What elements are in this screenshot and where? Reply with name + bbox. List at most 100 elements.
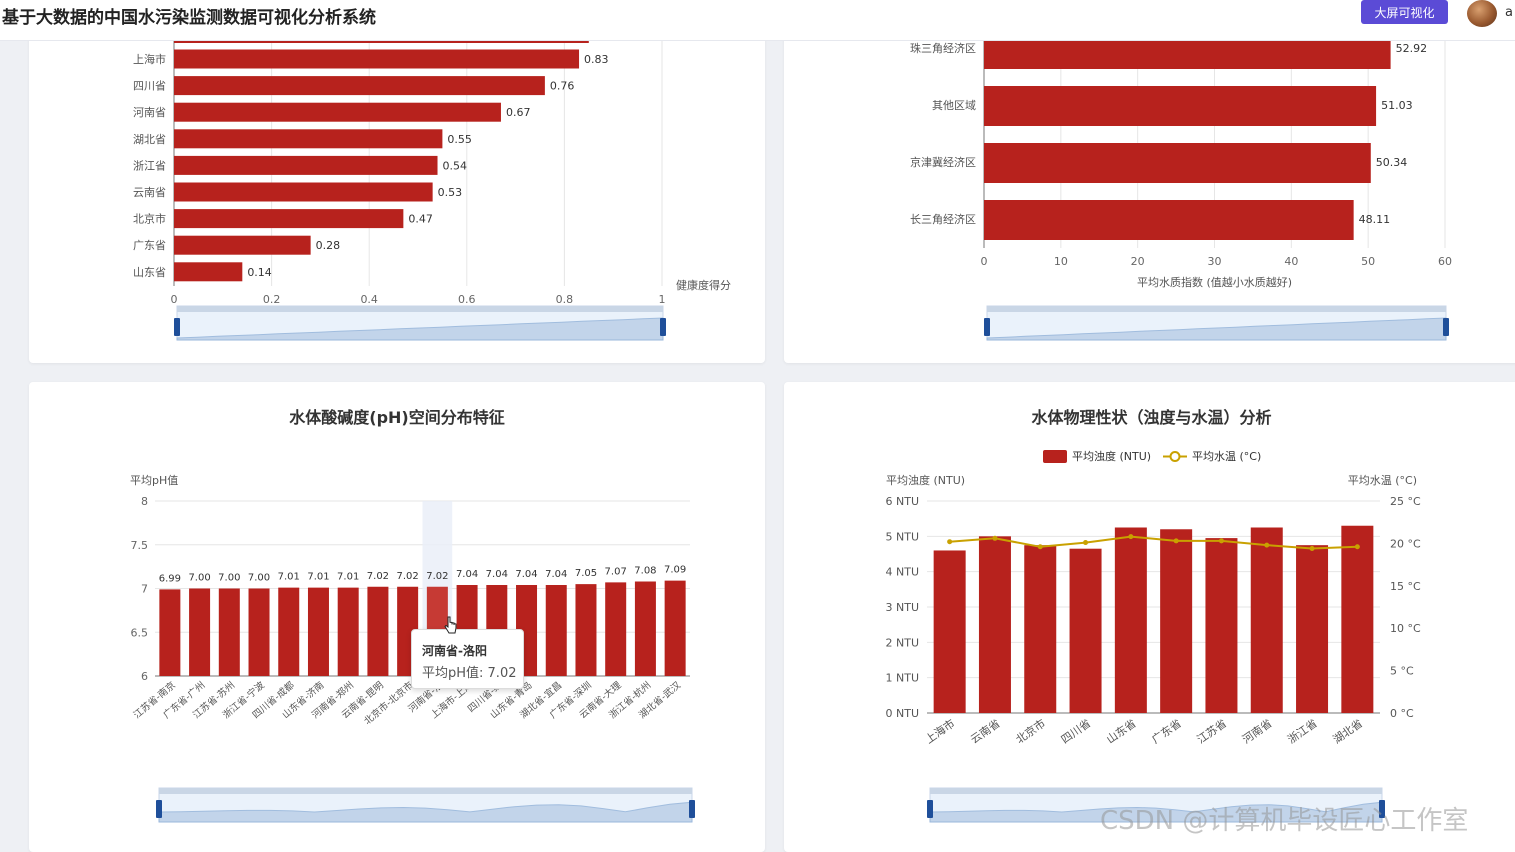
physical-category-label: 山东省 [1104, 717, 1138, 747]
physical-y-right-tick: 0 °C [1390, 707, 1414, 720]
quality-category-label: 长三角经济区 [910, 212, 976, 226]
top-bar: 基于大数据的中国水污染监测数据可视化分析系统 大屏可视化 a [0, 0, 1515, 41]
quality-x-tick: 40 [1284, 255, 1298, 268]
ph-bar [159, 589, 181, 676]
physical-chart: 平均浊度 (NTU) 平均水温 (°C) 平均浊度 (NTU) 平均水温 (°C) 6 … [886, 449, 1421, 823]
health-zoom-top-strip [177, 306, 663, 312]
health-zoom-handle-left [174, 318, 180, 336]
turbidity-bar [1114, 527, 1147, 713]
health-bar-partial [174, 40, 589, 43]
legend-temp-marker [1169, 451, 1181, 462]
health-value-label: 0.67 [506, 106, 530, 119]
health-zoom-preview [176, 317, 664, 341]
health-chart: 0 0.2 0.4 0.6 0.8 1 健康度得分 上海市 0.83 四川省 0.76 河南省 0.67… [133, 40, 731, 341]
health-category-label: 云南省 [133, 186, 166, 199]
ph-bar [634, 581, 656, 676]
physical-y-right-label: 平均水温 (°C) [1348, 474, 1417, 487]
health-zoom-handle-right [660, 318, 666, 336]
physical-zoom-handle-left [927, 800, 933, 818]
turbidity-bar [933, 550, 966, 713]
physical-y-left-tick: 5 NTU [886, 530, 920, 543]
quality-x-label: 平均水质指数 (值越小水质越好) [1137, 275, 1292, 289]
quality-zoom-handle-left [984, 318, 990, 336]
quality-value-label: 52.92 [1396, 42, 1428, 55]
quality-zoom-top-strip [987, 306, 1446, 312]
ph-zoom-top-strip [159, 788, 692, 794]
physical-y-left-tick: 2 NTU [886, 636, 920, 649]
physical-zoom-preview [929, 801, 1383, 823]
quality-zoom-preview [986, 317, 1447, 341]
physical-y-right-tick: 15 °C [1390, 580, 1421, 593]
ph-bar [664, 580, 686, 676]
turbidity-bar [1205, 538, 1238, 713]
ph-bar [337, 587, 359, 676]
ph-y-tick: 6.5 [131, 626, 149, 639]
physical-y-left-tick: 3 NTU [886, 601, 920, 614]
physical-chart-title: 水体物理性状（浊度与水温）分析 [1031, 408, 1272, 427]
physical-zoom-top-strip [930, 788, 1382, 794]
health-category-label: 湖北省 [133, 133, 166, 146]
health-category-label: 广东省 [133, 239, 166, 252]
health-value-label: 0.83 [584, 53, 609, 66]
ph-bar [367, 586, 389, 676]
health-bar [174, 49, 580, 69]
ph-bar [218, 588, 240, 676]
quality-card: 0 10 20 30 40 50 60 平均水质指数 (值越小水质越好) 珠三角经济区 52.92… [784, 0, 1515, 363]
ph-value-label: 7.02 [397, 571, 419, 582]
ph-chart-title: 水体酸碱度(pH)空间分布特征 [289, 408, 505, 427]
legend-turbidity-label: 平均浊度 (NTU) [1072, 449, 1151, 463]
temperature-point [1083, 540, 1089, 546]
quality-bar [984, 86, 1377, 126]
health-bar [174, 155, 438, 175]
physical-y-left-tick: 0 NTU [886, 707, 920, 720]
ph-zoom-preview [158, 801, 693, 823]
user-name[interactable]: a [1505, 5, 1513, 20]
physical-y-left-tick: 4 NTU [886, 566, 920, 579]
quality-x-tick: 60 [1438, 255, 1452, 268]
ph-value-label: 7.00 [248, 573, 270, 584]
quality-value-label: 51.03 [1381, 99, 1413, 112]
physical-y-left-label: 平均浊度 (NTU) [886, 473, 965, 487]
ph-value-label: 7.09 [664, 565, 686, 576]
health-category-label: 上海市 [133, 52, 166, 66]
tooltip-value: 平均pH值: 7.02 [422, 666, 517, 681]
health-value-label: 0.47 [408, 213, 433, 226]
user-avatar[interactable] [1467, 0, 1497, 27]
turbidity-bar [1024, 545, 1057, 713]
health-x-tick: 1 [659, 293, 666, 306]
health-value-label: 0.53 [438, 186, 463, 199]
physical-y-left-tick: 1 NTU [886, 672, 920, 685]
health-bar [174, 182, 433, 202]
turbidity-bar [1160, 529, 1193, 713]
ph-y-tick: 6 [141, 670, 148, 683]
health-category-label: 四川省 [133, 80, 166, 93]
ph-zoom-handle-left [156, 800, 162, 818]
health-x-tick: 0.2 [263, 293, 281, 306]
quality-x-tick: 30 [1208, 255, 1222, 268]
quality-x-tick: 20 [1131, 255, 1145, 268]
ph-bar [189, 588, 211, 676]
quality-x-tick: 0 [981, 255, 988, 268]
physical-y-right-tick: 10 °C [1390, 622, 1421, 635]
big-screen-button[interactable]: 大屏可视化 [1361, 0, 1448, 24]
health-category-label: 河南省 [133, 106, 166, 119]
temperature-point [1309, 545, 1315, 551]
ph-value-label: 7.00 [218, 573, 240, 584]
temperature-point [1264, 542, 1270, 548]
health-value-label: 0.55 [447, 133, 472, 146]
physical-y-right-tick: 25 °C [1390, 495, 1421, 508]
health-value-label: 0.28 [316, 239, 341, 252]
ph-bar [307, 587, 329, 676]
ph-y-tick: 8 [141, 495, 148, 508]
physical-category-label: 北京市 [1013, 716, 1048, 746]
health-x-label: 健康度得分 [676, 278, 731, 292]
ph-value-label: 7.00 [188, 573, 210, 584]
physical-category-label: 河南省 [1240, 717, 1274, 747]
health-bar [174, 235, 311, 255]
ph-bar [605, 582, 627, 676]
ph-y-tick: 7 [141, 583, 148, 596]
physical-category-label: 湖北省 [1331, 717, 1365, 747]
temperature-point [1354, 544, 1360, 550]
ph-y-tick: 7.5 [131, 539, 149, 552]
ph-value-label: 7.04 [545, 569, 567, 580]
